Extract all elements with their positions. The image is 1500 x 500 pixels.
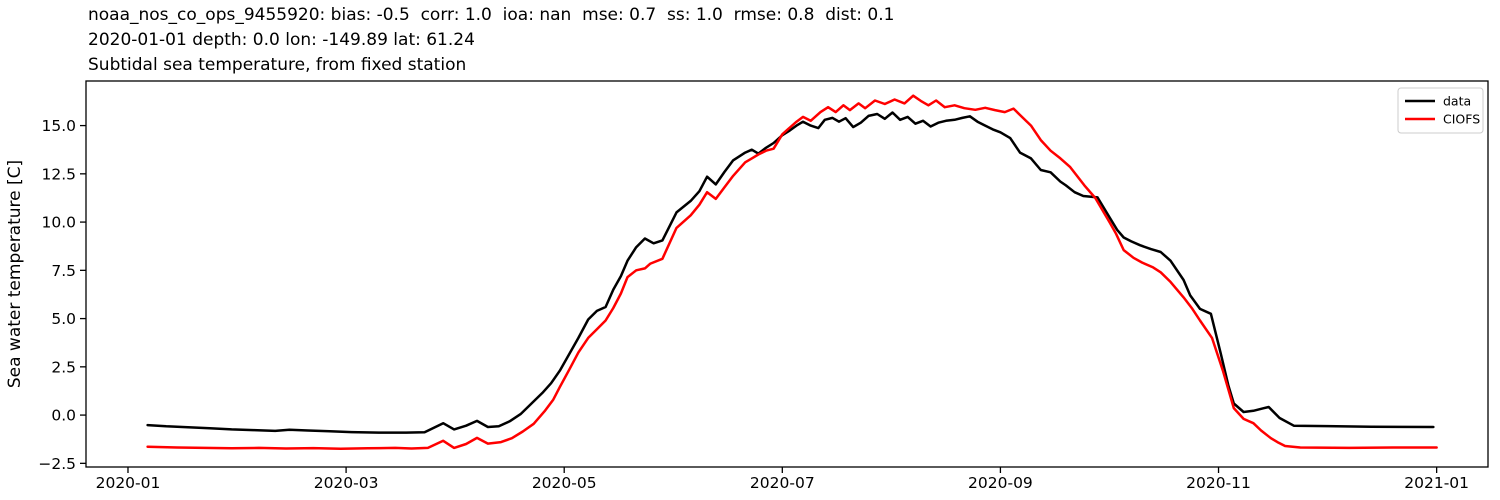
series-line-data [146, 111, 1435, 434]
y-tick-label: 2.5 [51, 358, 76, 376]
series-line-CIOFS [146, 94, 1438, 450]
x-tick-label: 2020-07 [750, 474, 815, 492]
y-tick-label: 12.5 [41, 165, 76, 183]
y-axis-label: Sea water temperature [C] [5, 160, 25, 388]
y-tick-label: −2.5 [38, 455, 76, 473]
plot-area: 2020-01 2020-03 2020-05 2020-07 2020-09 2020-… [38, 80, 1489, 492]
title-line-variable: Subtidal sea temperature, from fixed sta… [88, 55, 466, 75]
x-tick-label: 2020-05 [532, 474, 597, 492]
x-tick-label: 2020-11 [1186, 474, 1251, 492]
y-tick-label: 10.0 [41, 214, 76, 232]
legend: data CIOFS [1397, 87, 1484, 134]
axes-frame [85, 80, 1489, 468]
y-tick-label: 7.5 [51, 262, 76, 280]
title-line-stats: noaa_nos_co_ops_9455920: bias: -0.5 corr… [88, 5, 894, 25]
y-tick-label: 5.0 [51, 310, 76, 328]
legend-label-data: data [1443, 94, 1471, 109]
x-tick-label: 2020-01 [96, 474, 161, 492]
x-tick-label: 2021-01 [1404, 474, 1469, 492]
x-tick-label: 2020-03 [314, 474, 379, 492]
title-line-location: 2020-01-01 depth: 0.0 lon: -149.89 lat: … [88, 30, 475, 50]
y-tick-label: 15.0 [41, 117, 76, 135]
legend-box [1397, 87, 1484, 134]
legend-label-CIOFS: CIOFS [1443, 112, 1480, 127]
chart-title: noaa_nos_co_ops_9455920: bias: -0.5 corr… [88, 5, 894, 75]
x-tick-label: 2020-09 [968, 474, 1033, 492]
y-tick-label: 0.0 [51, 407, 76, 425]
